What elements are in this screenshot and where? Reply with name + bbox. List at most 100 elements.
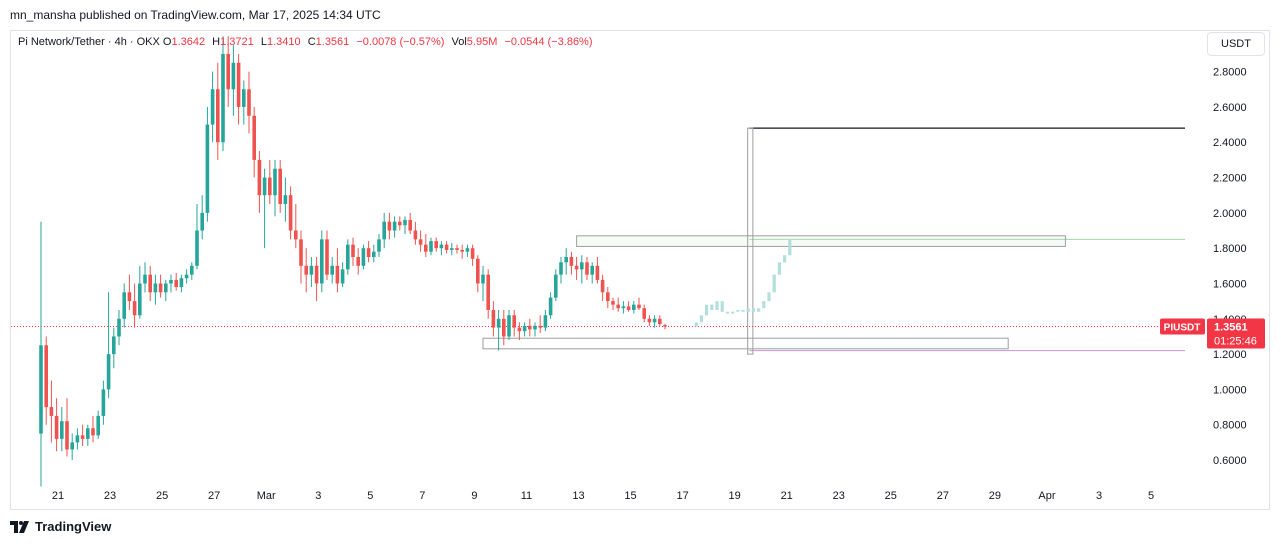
candle-body	[538, 325, 542, 328]
candle-body	[611, 301, 615, 305]
candle-body	[569, 257, 574, 266]
x-tick-label: 23	[104, 490, 116, 502]
high-value: 1.3721	[220, 36, 254, 48]
candle-body	[548, 297, 553, 316]
candle	[330, 257, 334, 284]
candle	[486, 269, 490, 319]
candle-body	[502, 318, 506, 337]
candle	[580, 255, 584, 284]
candle-body	[96, 415, 100, 436]
candle-body	[330, 265, 334, 275]
candle	[65, 398, 69, 457]
candle-body	[356, 257, 360, 266]
candle-body	[153, 283, 158, 293]
candle-body	[39, 345, 43, 434]
candle-body	[658, 318, 662, 325]
candle	[548, 292, 553, 319]
candle-body	[122, 292, 126, 319]
candle-body	[476, 258, 480, 284]
candle	[496, 309, 501, 351]
candle-body	[465, 248, 470, 252]
candle	[621, 301, 626, 314]
candle	[96, 410, 100, 439]
currency-unit-button[interactable]: USDT	[1207, 32, 1265, 56]
candle-body	[288, 195, 293, 231]
x-tick-label: 13	[572, 490, 584, 502]
x-tick-label: 5	[1148, 490, 1154, 502]
candle	[257, 151, 262, 213]
candle	[377, 234, 381, 257]
candle	[512, 309, 516, 337]
candle	[574, 257, 579, 280]
candle-body	[49, 407, 54, 416]
candle	[470, 244, 475, 266]
symbol-title[interactable]: Pi Network/Tether · 4h · OKX	[18, 36, 160, 48]
candle-body	[429, 241, 433, 252]
candle-body	[507, 315, 511, 337]
y-tick-label: 2.0000	[1213, 208, 1247, 220]
candle	[335, 248, 340, 293]
candle	[138, 265, 142, 319]
current-price-tag: PIUSDT 1.3561 01:25:46	[1160, 318, 1265, 349]
candle-body	[590, 265, 594, 275]
chart-frame[interactable]	[10, 30, 1270, 510]
candle-body	[382, 221, 386, 240]
candle-body	[70, 442, 74, 450]
candles-layer	[39, 36, 667, 487]
candle-body	[439, 244, 444, 249]
candle	[455, 244, 459, 254]
candle	[54, 398, 59, 452]
candle	[507, 309, 511, 340]
candle	[216, 62, 220, 160]
y-tick-label: 0.6000	[1213, 455, 1247, 467]
candle	[44, 336, 48, 425]
candle	[626, 301, 631, 312]
candle	[80, 424, 85, 446]
candle	[106, 292, 111, 399]
candle	[164, 279, 168, 302]
candle-body	[44, 345, 48, 408]
candle	[273, 159, 277, 217]
candle-body	[632, 304, 636, 310]
candle-body	[158, 283, 163, 293]
candle	[179, 274, 184, 293]
candle	[91, 415, 95, 443]
open-label: O	[162, 36, 172, 48]
candle	[387, 212, 392, 240]
candle	[502, 309, 506, 346]
x-tick-label: 17	[676, 490, 688, 502]
candle-body	[564, 257, 568, 263]
candle-body	[65, 421, 69, 450]
candle-body	[80, 435, 85, 439]
candle	[585, 257, 589, 280]
candle-body	[413, 230, 418, 240]
candle-body	[247, 89, 251, 116]
candle-body	[127, 292, 132, 302]
candle	[158, 274, 163, 298]
candle-body	[309, 265, 314, 275]
x-tick-label: 11	[521, 490, 532, 502]
projection-candle	[746, 308, 750, 312]
x-tick-label: 25	[156, 490, 168, 502]
candle-body	[174, 279, 178, 288]
candle-body	[647, 318, 652, 323]
candle-body	[60, 421, 64, 439]
projection-candle	[731, 311, 735, 314]
candle-body	[517, 327, 522, 332]
candle	[522, 322, 527, 337]
candle	[132, 283, 137, 328]
x-tick-label: Apr	[1038, 490, 1055, 502]
candle	[174, 272, 178, 291]
candle-body	[200, 212, 204, 231]
candle-body	[491, 309, 496, 328]
candle	[117, 309, 121, 346]
candle	[663, 323, 667, 330]
change-value: −0.0078 (−0.57%)	[356, 36, 445, 48]
candle	[481, 265, 485, 302]
footer-brand[interactable]: TradingView	[10, 519, 111, 534]
candle	[543, 309, 548, 332]
candle	[325, 230, 329, 280]
projection-layer	[694, 239, 792, 327]
y-tick-label: 0.8000	[1213, 420, 1247, 432]
